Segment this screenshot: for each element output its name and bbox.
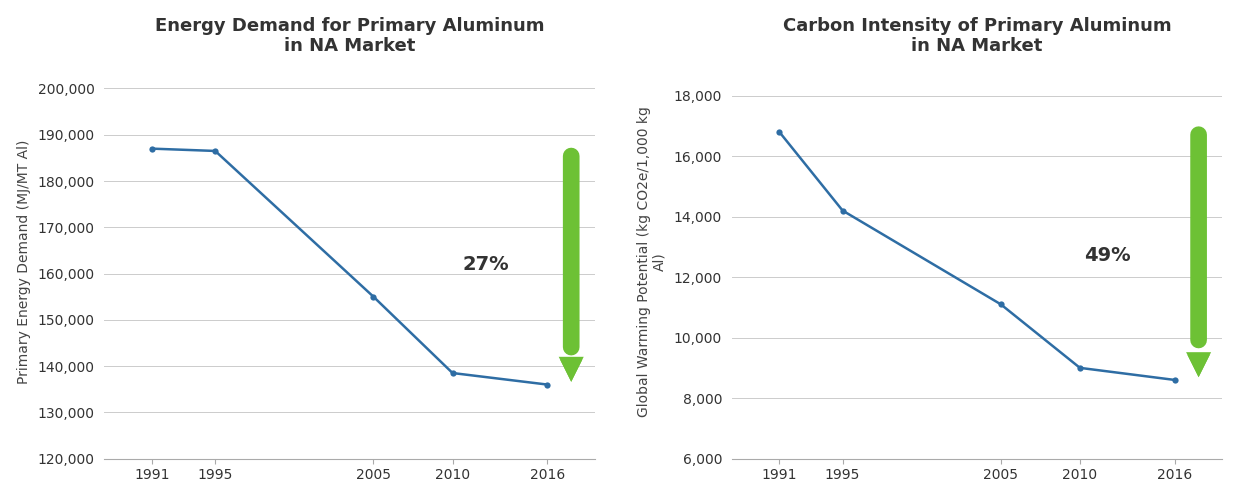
Title: Energy Demand for Primary Aluminum
in NA Market: Energy Demand for Primary Aluminum in NA… — [155, 16, 544, 55]
Y-axis label: Global Warming Potential (kg CO2e/1,000 kg
Al): Global Warming Potential (kg CO2e/1,000 … — [637, 107, 667, 418]
Text: 49%: 49% — [1084, 247, 1130, 265]
Title: Carbon Intensity of Primary Aluminum
in NA Market: Carbon Intensity of Primary Aluminum in … — [783, 16, 1171, 55]
Text: 27%: 27% — [463, 255, 509, 274]
Y-axis label: Primary Energy Demand (MJ/MT Al): Primary Energy Demand (MJ/MT Al) — [16, 140, 31, 384]
